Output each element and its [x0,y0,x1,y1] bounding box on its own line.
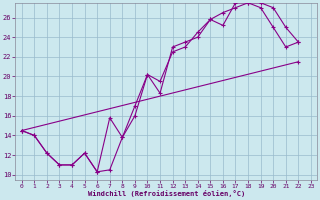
X-axis label: Windchill (Refroidissement éolien,°C): Windchill (Refroidissement éolien,°C) [88,190,245,197]
